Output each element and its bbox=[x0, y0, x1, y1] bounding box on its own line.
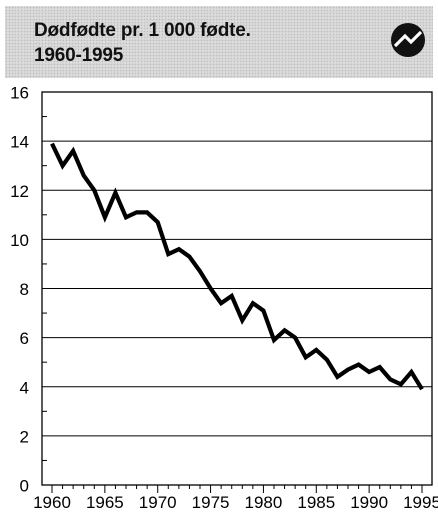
ssb-logo-icon bbox=[391, 23, 425, 57]
x-tick-label: 1965 bbox=[86, 493, 124, 512]
y-tick-label: 2 bbox=[20, 427, 29, 446]
y-tick-label: 16 bbox=[10, 84, 29, 103]
y-tick-label: 8 bbox=[20, 280, 29, 299]
x-tick-label: 1985 bbox=[297, 493, 335, 512]
x-tick-label: 1980 bbox=[245, 493, 283, 512]
y-tick-label: 6 bbox=[20, 329, 29, 348]
y-tick-label: 0 bbox=[20, 477, 29, 496]
x-tick-label: 1990 bbox=[350, 493, 388, 512]
x-tick-label: 1970 bbox=[139, 493, 177, 512]
x-tick-label: 1975 bbox=[192, 493, 230, 512]
y-tick-label: 12 bbox=[10, 182, 29, 201]
x-tick-label: 1995 bbox=[403, 493, 438, 512]
y-tick-label: 4 bbox=[20, 378, 29, 397]
series-line-0 bbox=[50, 142, 424, 391]
chart-title: Dødfødte pr. 1 000 fødte. 1960-1995 bbox=[34, 18, 251, 68]
y-tick-label: 14 bbox=[10, 133, 29, 152]
chart-title-line-1: Dødfødte pr. 1 000 fødte. bbox=[34, 20, 251, 41]
x-tick-label: 1960 bbox=[33, 493, 71, 512]
chart-title-line-2: 1960-1995 bbox=[34, 45, 124, 66]
title-band bbox=[5, 6, 433, 78]
y-tick-label: 10 bbox=[10, 231, 29, 250]
